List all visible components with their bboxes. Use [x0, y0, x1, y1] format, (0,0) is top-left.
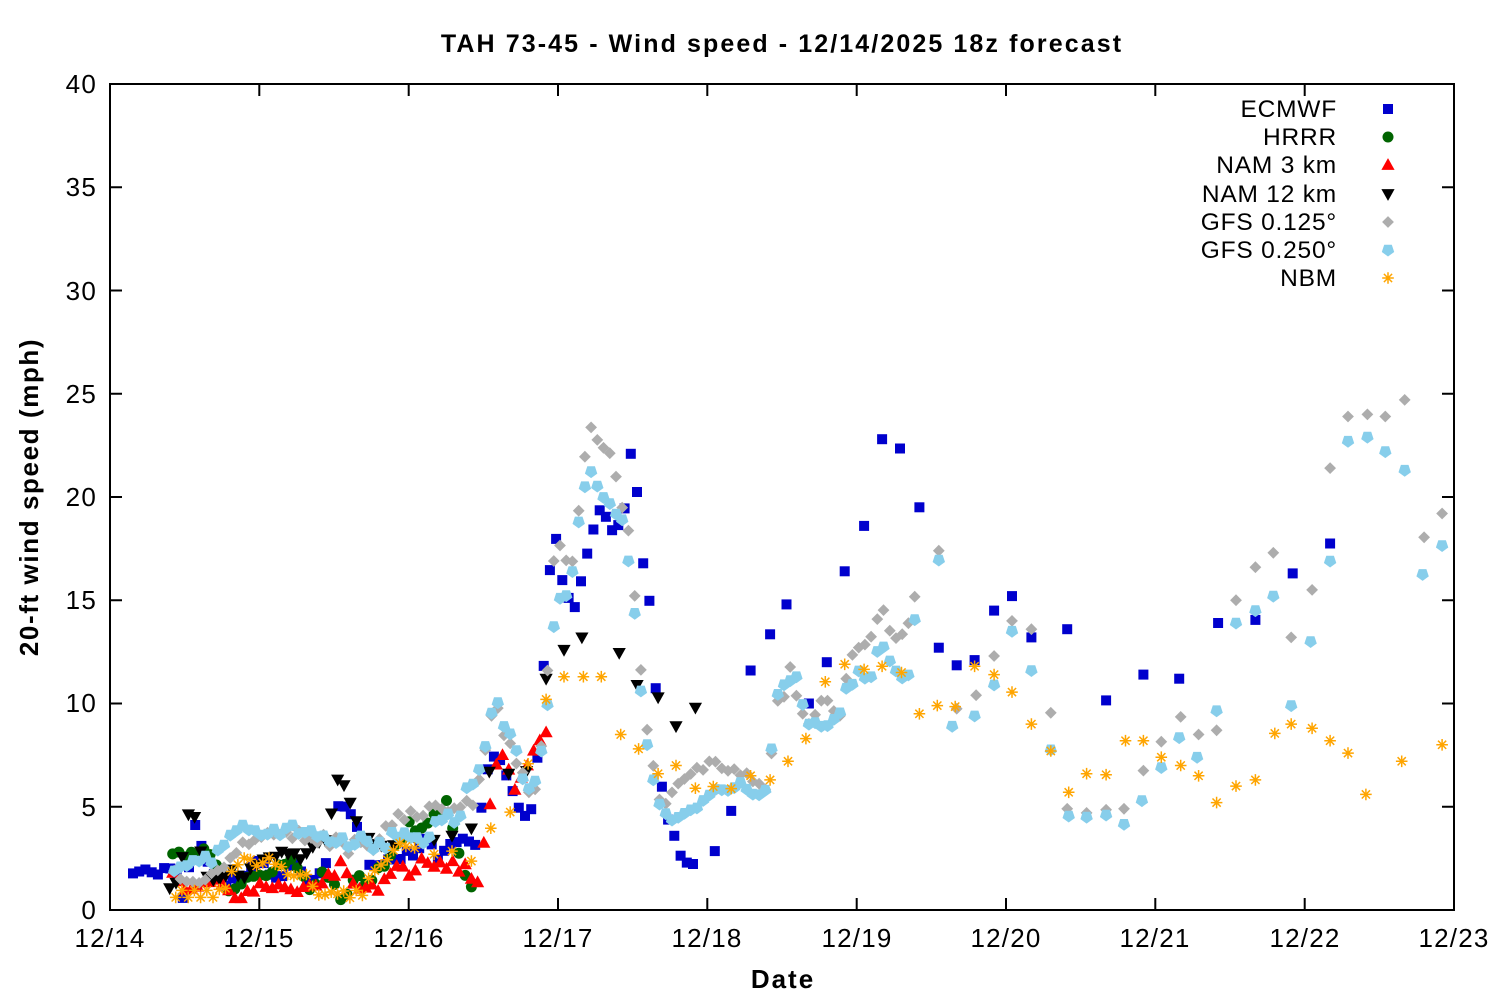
svg-text:30: 30	[66, 276, 97, 306]
svg-text:20-ft wind speed (mph): 20-ft wind speed (mph)	[14, 338, 44, 656]
svg-text:12/15: 12/15	[223, 923, 294, 953]
svg-text:12/23: 12/23	[1418, 923, 1489, 953]
svg-text:20: 20	[66, 482, 97, 512]
svg-text:12/21: 12/21	[1119, 923, 1190, 953]
svg-text:NAM 12 km: NAM 12 km	[1202, 181, 1337, 208]
svg-text:15: 15	[66, 585, 97, 615]
svg-text:40: 40	[66, 69, 97, 99]
svg-text:0: 0	[81, 895, 97, 925]
svg-text:35: 35	[66, 172, 97, 202]
svg-text:GFS 0.250°: GFS 0.250°	[1201, 237, 1337, 264]
svg-text:12/14: 12/14	[74, 923, 145, 953]
svg-text:TAH 73-45 - Wind speed - 12/14: TAH 73-45 - Wind speed - 12/14/2025 18z …	[441, 30, 1123, 58]
svg-text:12/19: 12/19	[821, 923, 892, 953]
svg-text:GFS 0.125°: GFS 0.125°	[1201, 209, 1337, 236]
svg-text:5: 5	[81, 792, 97, 822]
svg-text:NBM: NBM	[1280, 265, 1337, 292]
svg-text:10: 10	[66, 688, 97, 718]
svg-text:ECMWF: ECMWF	[1240, 96, 1337, 123]
svg-text:12/18: 12/18	[671, 923, 742, 953]
svg-text:Date: Date	[751, 964, 815, 994]
svg-text:NAM 3 km: NAM 3 km	[1216, 152, 1337, 179]
svg-text:12/17: 12/17	[522, 923, 593, 953]
svg-text:12/16: 12/16	[373, 923, 444, 953]
svg-text:HRRR: HRRR	[1263, 124, 1337, 151]
svg-text:12/22: 12/22	[1269, 923, 1340, 953]
svg-text:12/20: 12/20	[970, 923, 1041, 953]
svg-text:25: 25	[66, 379, 97, 409]
